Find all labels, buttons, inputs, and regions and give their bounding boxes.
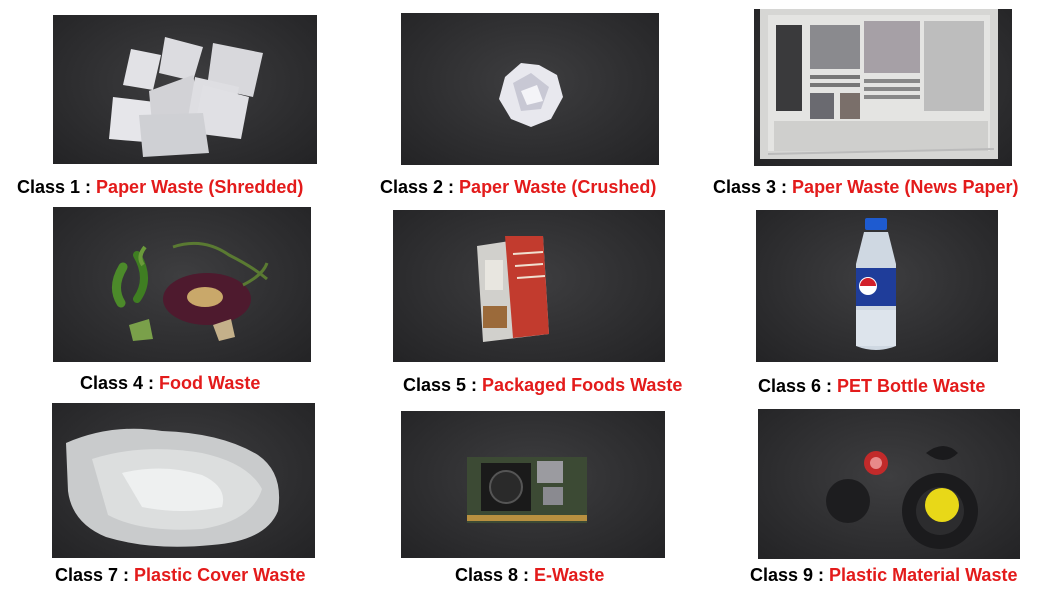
class-name: Paper Waste (Shredded) [96, 177, 304, 197]
food-scraps-image [112, 241, 269, 341]
class-label: Class 1 [17, 177, 81, 197]
class-1-photo [53, 15, 317, 164]
label-separator: : [143, 373, 160, 393]
class-label: Class 7 [55, 565, 119, 585]
circuit-board-image [467, 457, 587, 523]
class-8-photo [401, 411, 665, 558]
class-label: Class 9 [750, 565, 814, 585]
newspaper-image [760, 9, 998, 159]
label-separator: : [821, 376, 838, 396]
crushed-paper-image [499, 63, 563, 127]
label-separator: : [80, 177, 97, 197]
class-label: Class 4 [80, 373, 144, 393]
class-8-caption: Class 8 : E-Waste [455, 564, 604, 586]
class-name: Plastic Cover Waste [134, 565, 306, 585]
class-2-photo [401, 13, 659, 165]
class-3-caption: Class 3 : Paper Waste (News Paper) [713, 176, 1018, 198]
class-name: Packaged Foods Waste [482, 375, 683, 395]
class-4-photo [53, 207, 311, 362]
label-separator: : [466, 375, 483, 395]
class-name: Plastic Material Waste [829, 565, 1018, 585]
class-name: E-Waste [534, 565, 605, 585]
class-name: Paper Waste (Crushed) [459, 177, 657, 197]
class-name: PET Bottle Waste [837, 376, 986, 396]
class-6-photo [756, 210, 998, 362]
plastic-cover-image [66, 428, 280, 547]
class-label: Class 6 [758, 376, 822, 396]
plastic-parts-image [826, 446, 978, 549]
class-5-caption: Class 5 : Packaged Foods Waste [403, 374, 682, 396]
class-name: Paper Waste (News Paper) [792, 177, 1019, 197]
class-name: Food Waste [159, 373, 261, 393]
class-label: Class 8 [455, 565, 519, 585]
class-label: Class 5 [403, 375, 467, 395]
class-label: Class 2 [380, 177, 444, 197]
shredded-paper-image [109, 37, 263, 157]
class-9-photo [758, 409, 1020, 559]
class-label: Class 3 [713, 177, 777, 197]
label-separator: : [443, 177, 460, 197]
class-7-caption: Class 7 : Plastic Cover Waste [55, 564, 305, 586]
class-3-photo [754, 9, 1012, 166]
food-packet-image [477, 236, 549, 342]
class-7-photo [52, 403, 315, 558]
label-separator: : [813, 565, 830, 585]
class-4-caption: Class 4 : Food Waste [80, 372, 260, 394]
class-2-caption: Class 2 : Paper Waste (Crushed) [380, 176, 656, 198]
class-5-photo [393, 210, 665, 362]
class-9-caption: Class 9 : Plastic Material Waste [750, 564, 1017, 586]
class-1-caption: Class 1 : Paper Waste (Shredded) [17, 176, 303, 198]
class-6-caption: Class 6 : PET Bottle Waste [758, 375, 985, 397]
label-separator: : [518, 565, 535, 585]
label-separator: : [118, 565, 135, 585]
label-separator: : [776, 177, 793, 197]
pet-bottle-image [856, 218, 896, 350]
